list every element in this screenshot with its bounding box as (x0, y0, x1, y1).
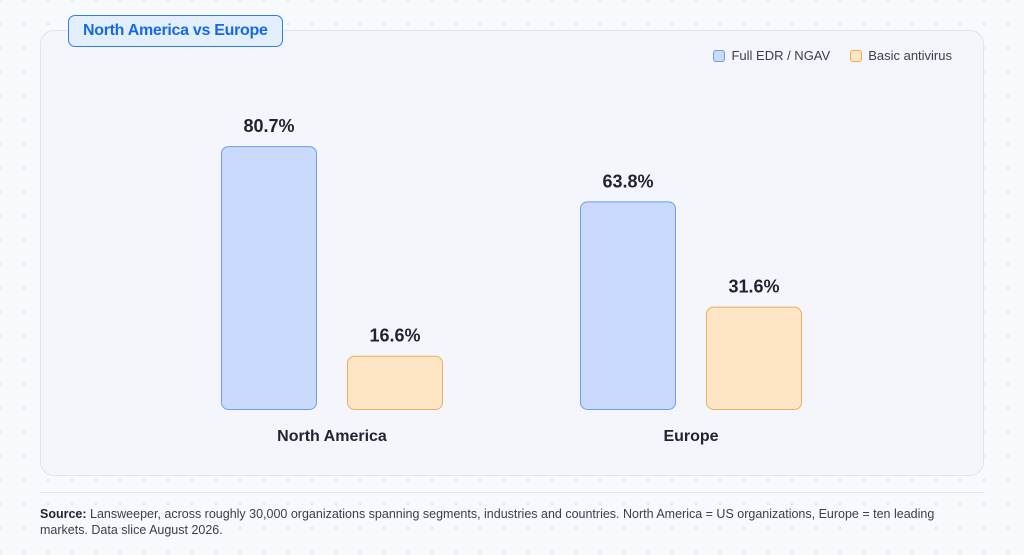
footer-divider (40, 492, 984, 493)
legend: Full EDR / NGAV Basic antivirus (713, 48, 952, 63)
source-text: Lansweeper, across roughly 30,000 organi… (40, 507, 935, 537)
data-label-europe-basic-antivirus: 31.6% (728, 277, 779, 297)
data-label-north-america-basic-antivirus: 16.6% (369, 326, 420, 346)
source-note: Source: Lansweeper, across roughly 30,00… (40, 507, 970, 538)
legend-swatch-edr (713, 49, 726, 62)
source-label: Source: (40, 507, 87, 521)
data-label-north-america-full-edr-ngav: 80.7% (243, 116, 294, 136)
legend-swatch-antivirus (850, 49, 863, 62)
bar-north-america-full-edr-ngav (221, 146, 317, 410)
category-label-north-america: North America (277, 428, 387, 445)
bar-europe-full-edr-ngav (580, 201, 676, 410)
bar-north-america-basic-antivirus (347, 355, 443, 410)
chart-card (40, 30, 984, 476)
legend-label-antivirus: Basic antivirus (868, 48, 952, 63)
legend-item-edr: Full EDR / NGAV (713, 48, 830, 63)
legend-label-edr: Full EDR / NGAV (731, 48, 831, 63)
legend-item-antivirus: Basic antivirus (850, 48, 952, 63)
category-label-europe: Europe (663, 428, 718, 445)
chart-title: North America vs Europe (68, 15, 283, 47)
data-label-europe-full-edr-ngav: 63.8% (602, 171, 653, 191)
bar-europe-basic-antivirus (706, 306, 802, 410)
